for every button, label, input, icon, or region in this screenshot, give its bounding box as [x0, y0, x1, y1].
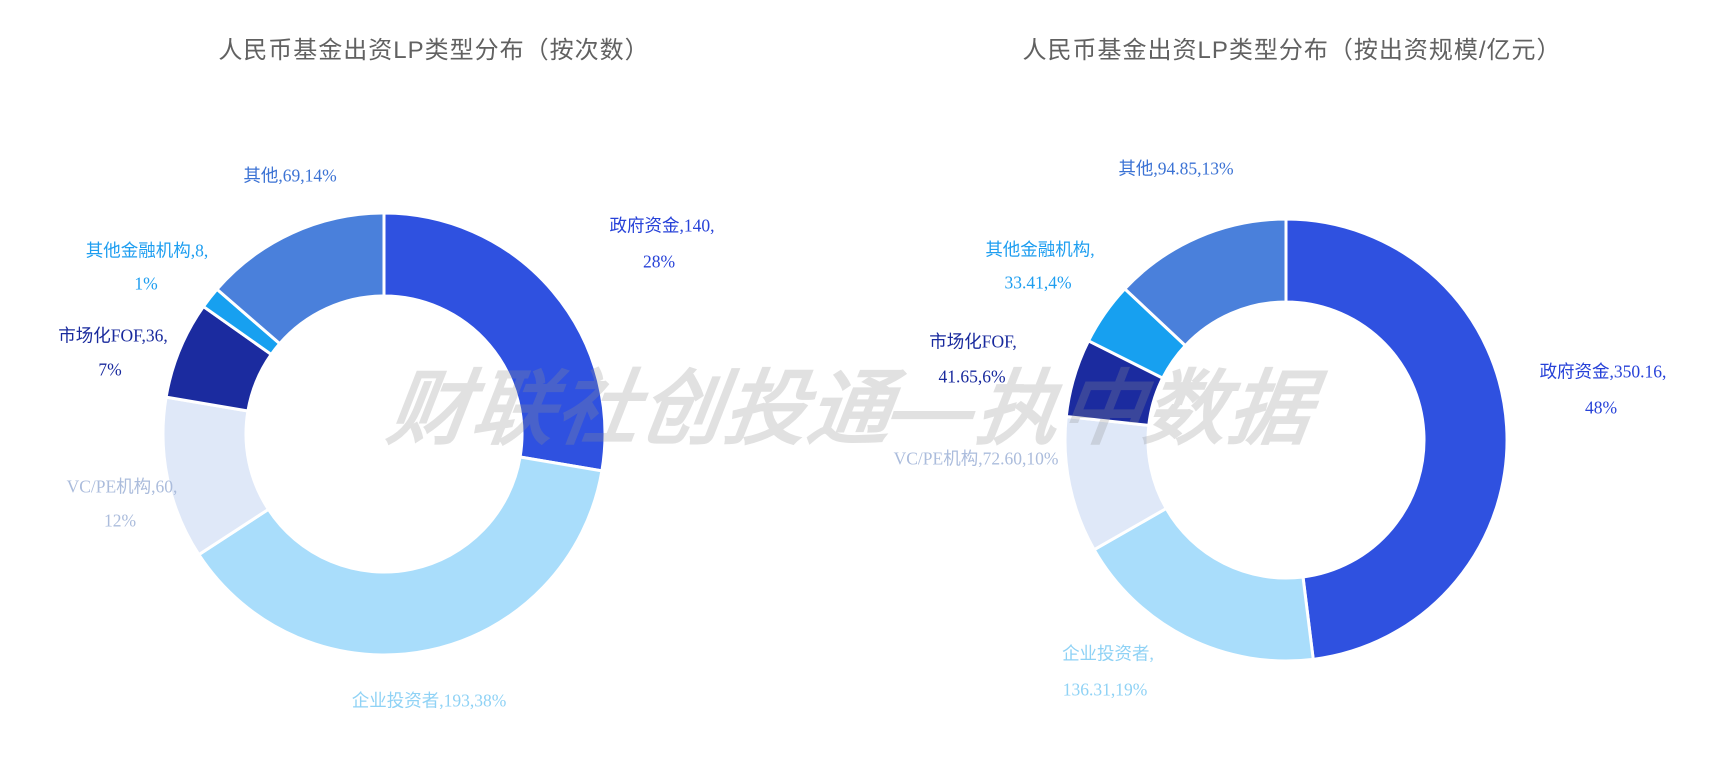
slice-label-vc-pe-institution: 12% [103, 510, 137, 531]
slice-label-market-fof: 41.65,6% [938, 366, 1006, 387]
slice-label-government-capital: 28% [642, 251, 676, 272]
slice-label-market-fof: 7% [98, 359, 122, 380]
slice-label-other-financial-institution: 其他金融机构,8, [85, 240, 209, 261]
slice-label-market-fof: 市场化FOF, [929, 331, 1017, 352]
slice-label-corporate-investor: 企业投资者,193,38% [351, 690, 507, 711]
slice-label-other-financial-institution: 33.41,4% [1004, 272, 1072, 293]
slice-government-capital [1284, 217, 1509, 661]
slice-label-corporate-investor: 136.31,19% [1062, 679, 1148, 700]
slice-label-market-fof: 市场化FOF,36, [58, 325, 168, 346]
donut-by-amount [1063, 217, 1509, 663]
slice-other [214, 211, 386, 346]
slice-label-vc-pe-institution: VC/PE机构,72.60,10% [893, 448, 1059, 469]
slice-label-corporate-investor: 企业投资者, [1062, 643, 1154, 664]
slice-label-other-financial-institution: 1% [134, 273, 158, 294]
slice-government-capital [382, 211, 607, 473]
slice-label-other-financial-institution: 其他金融机构, [985, 239, 1095, 260]
donut-by-count [161, 211, 607, 657]
slice-label-other: 其他,69,14% [243, 165, 337, 186]
slice-other [1122, 217, 1288, 348]
slice-label-vc-pe-institution: VC/PE机构,60, [66, 476, 178, 497]
chart-title-by-count: 人民币基金出资LP类型分布（按次数） [218, 37, 650, 64]
slice-corporate-investor [196, 455, 604, 657]
chart-title-by-amount: 人民币基金出资LP类型分布（按出资规模/亿元） [1022, 37, 1562, 64]
slice-label-other: 其他,94.85,13% [1118, 158, 1234, 179]
slice-label-government-capital: 政府资金,140, [609, 215, 715, 236]
slice-label-government-capital: 48% [1584, 397, 1618, 418]
slice-label-government-capital: 政府资金,350.16, [1539, 361, 1667, 382]
